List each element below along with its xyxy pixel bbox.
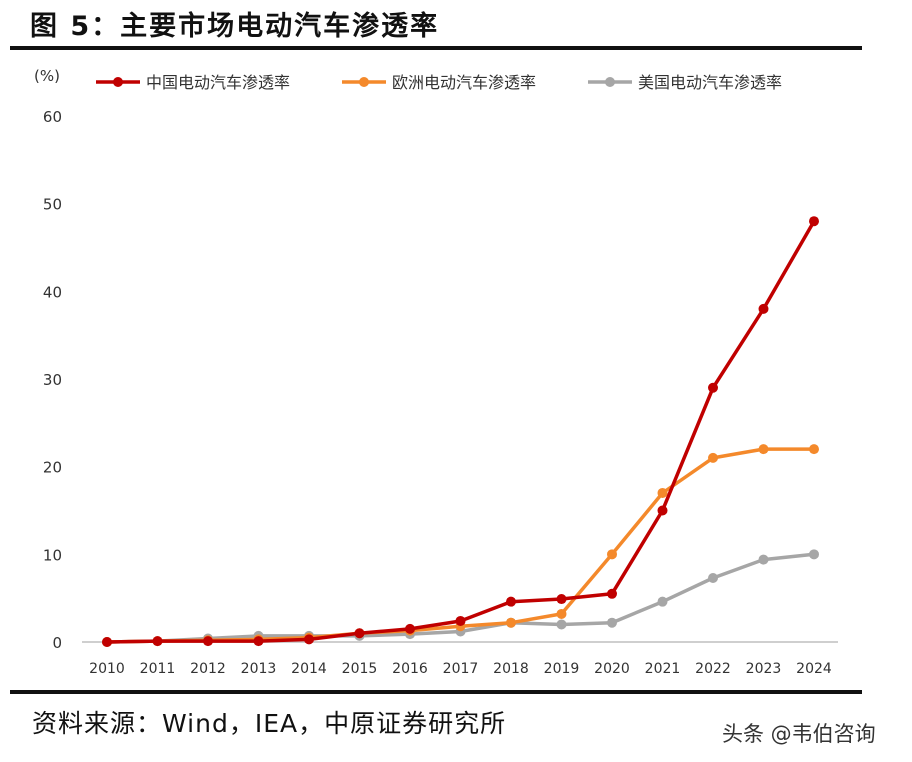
legend-item: 中国电动汽车渗透率 <box>96 73 290 92</box>
legend-label: 欧洲电动汽车渗透率 <box>392 73 536 92</box>
data-point <box>607 549 617 560</box>
data-point <box>607 617 617 628</box>
x-tick-label: 2016 <box>392 661 428 677</box>
data-point <box>657 596 668 607</box>
data-point <box>657 505 668 516</box>
y-unit-label: (%) <box>34 67 60 85</box>
data-point <box>152 636 163 647</box>
data-point <box>102 637 112 647</box>
y-tick-label: 30 <box>43 371 62 389</box>
data-point <box>657 487 668 498</box>
data-point <box>607 588 617 599</box>
data-point <box>556 594 567 605</box>
data-point <box>556 608 567 619</box>
x-tick-label: 2023 <box>746 661 782 677</box>
data-point <box>708 452 718 463</box>
legend-label: 美国电动汽车渗透率 <box>638 73 782 92</box>
data-point <box>758 554 769 565</box>
data-point <box>556 619 567 630</box>
x-tick-label: 2015 <box>342 661 378 677</box>
legend-label: 中国电动汽车渗透率 <box>146 73 290 92</box>
data-point <box>506 596 516 607</box>
series-group <box>102 216 819 647</box>
data-point <box>758 303 769 314</box>
x-tick-label: 2010 <box>89 661 125 677</box>
data-point <box>809 549 819 560</box>
x-tick-label: 2014 <box>291 661 327 677</box>
data-point <box>758 444 769 455</box>
top-divider <box>10 46 862 50</box>
x-tick-label: 2021 <box>645 661 681 677</box>
bottom-divider <box>10 690 862 694</box>
y-tick-label: 0 <box>52 634 62 652</box>
x-tick-label: 2012 <box>190 661 226 677</box>
figure-title: 图 5：主要市场电动汽车渗透率 <box>30 11 440 42</box>
x-tick-label: 2019 <box>544 661 580 677</box>
data-point <box>708 573 718 584</box>
series-layer <box>102 216 819 647</box>
x-tick-labels: 2010 2011 2012 2013 2014 2015 2016 2017 2018 2019… <box>89 661 832 677</box>
x-tick-label: 2013 <box>241 661 277 677</box>
data-point <box>809 444 819 455</box>
x-tick-label: 2022 <box>695 661 731 677</box>
y-tick-label: 20 <box>43 459 62 477</box>
legend-item: 美国电动汽车渗透率 <box>588 73 782 92</box>
x-tick-label: 2024 <box>796 661 832 677</box>
data-point <box>203 636 213 647</box>
x-tick-label: 2018 <box>493 661 529 677</box>
data-point <box>708 382 718 393</box>
legend-item: 欧洲电动汽车渗透率 <box>342 73 536 92</box>
series-line <box>105 447 816 644</box>
data-point <box>455 615 466 626</box>
data-point <box>304 634 314 645</box>
series-group <box>102 549 819 647</box>
source-note: 资料来源：Wind，IEA，中原证券研究所 <box>32 709 507 738</box>
y-tick-label: 40 <box>43 283 62 301</box>
legend: 中国电动汽车渗透率 欧洲电动汽车渗透率 美国电动汽车渗透率 <box>96 73 782 92</box>
y-tick-label: 60 <box>43 108 62 126</box>
x-tick-label: 2011 <box>140 661 176 677</box>
y-tick-labels: 0 10 20 30 40 50 60 <box>43 108 62 652</box>
watermark: 头条 @韦伯咨询 <box>722 722 876 746</box>
x-tick-label: 2017 <box>443 661 479 677</box>
y-tick-label: 50 <box>43 196 62 214</box>
data-point <box>809 216 819 227</box>
data-point <box>405 623 415 634</box>
y-tick-label: 10 <box>43 546 62 564</box>
legend-swatch-marker <box>359 77 369 87</box>
x-tick-label: 2020 <box>594 661 630 677</box>
legend-swatch-marker <box>113 77 123 87</box>
legend-swatch-marker <box>605 77 615 87</box>
data-point <box>354 628 365 639</box>
data-point <box>253 636 264 647</box>
data-point <box>506 617 516 628</box>
